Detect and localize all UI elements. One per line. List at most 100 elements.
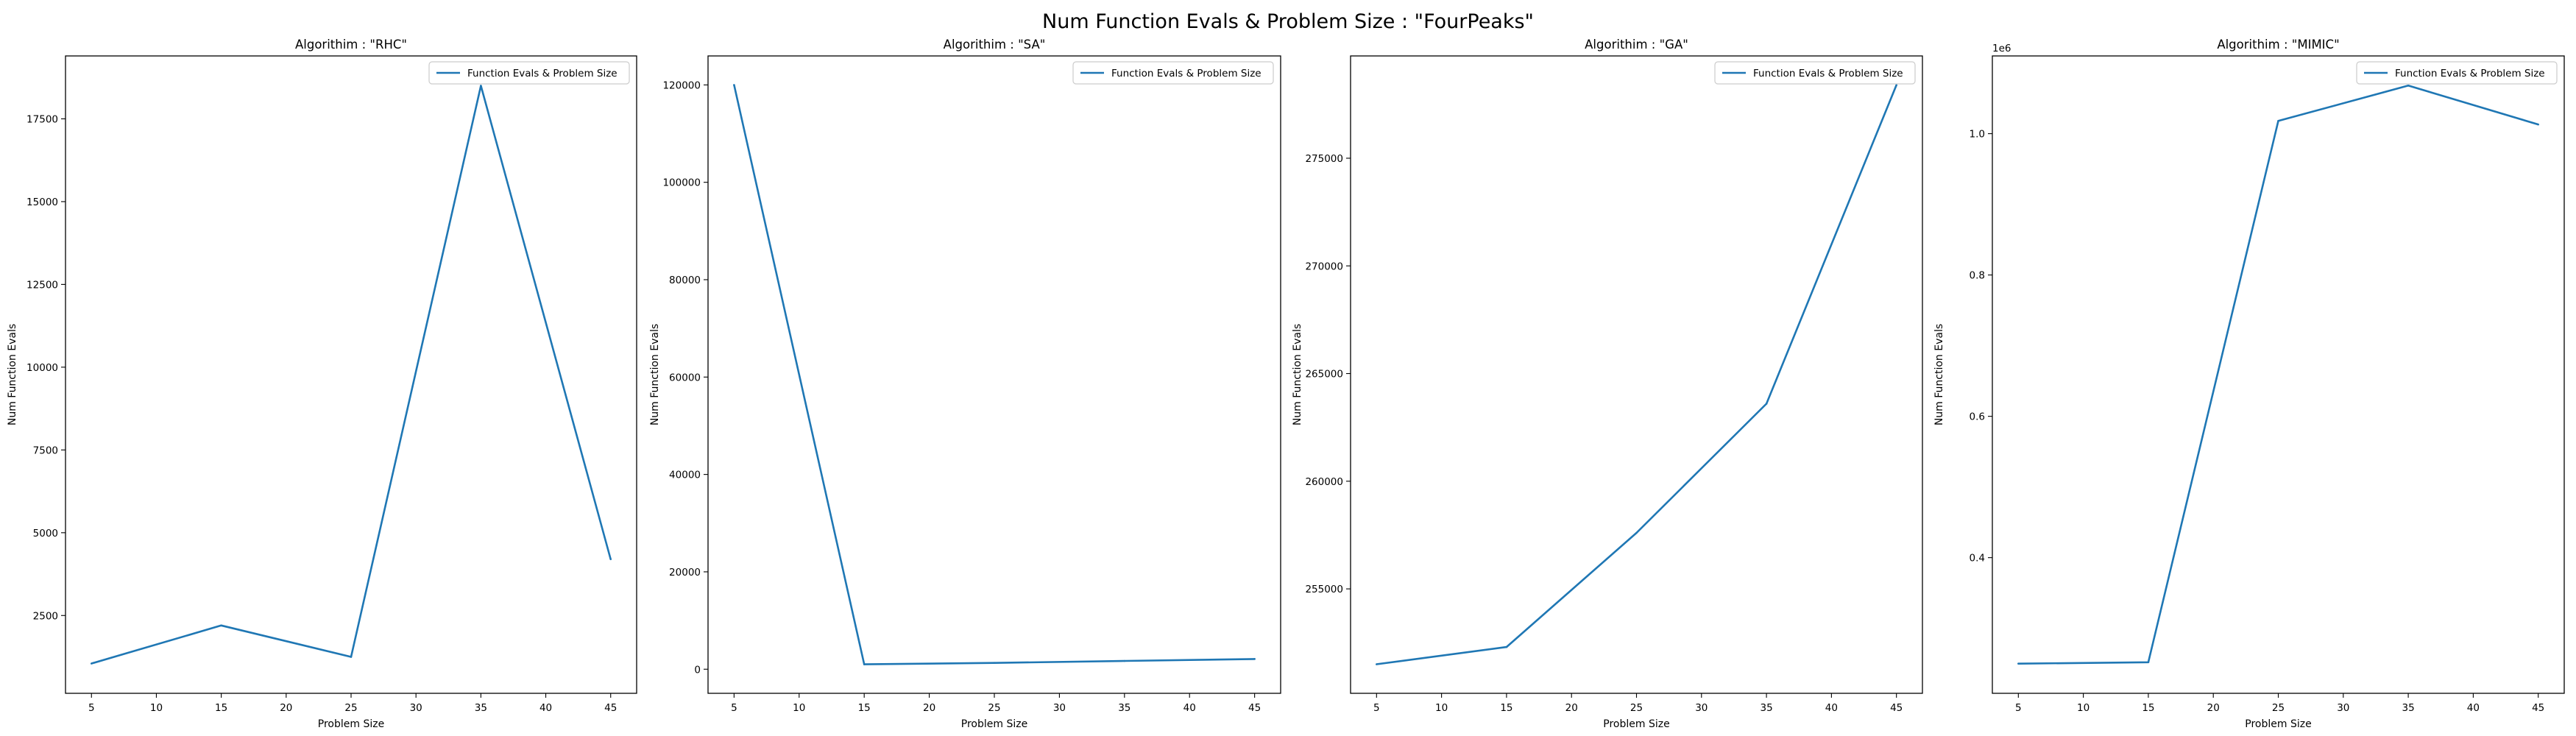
legend-label: Function Evals & Problem Size <box>467 68 618 79</box>
series-line <box>2018 85 2539 665</box>
axes-frame <box>65 55 637 694</box>
data-point <box>993 662 996 664</box>
x-tick-label: 10 <box>2077 702 2090 714</box>
y-tick-label: 260000 <box>1305 476 1343 488</box>
x-tick-label: 5 <box>88 702 95 714</box>
legend-label: Function Evals & Problem Size <box>1753 68 1903 79</box>
x-tick-label: 20 <box>2207 702 2220 714</box>
subplot-title: Algorithim : "GA" <box>1585 38 1688 52</box>
y-tick-label: 120000 <box>662 79 701 91</box>
y-tick-label: 1.0 <box>1970 129 1985 141</box>
x-tick-label: 30 <box>2337 702 2349 714</box>
subplot-1: Algorithim : "RHC" 5 10 15 20 25 30 35 40 45 2500 5… <box>7 38 637 730</box>
data-point <box>480 85 482 87</box>
legend-label: Function Evals & Problem Size <box>1111 68 1262 79</box>
data-point <box>90 662 93 665</box>
x-tick-label: 45 <box>1248 702 1261 714</box>
y-tick-label: 0.8 <box>1970 270 1985 282</box>
y-axis-label: Num Function Evals <box>1933 324 1945 425</box>
x-axis-label: Problem Size <box>961 718 1027 730</box>
x-tick-label: 40 <box>2467 702 2480 714</box>
y-tick-label: 5000 <box>33 528 58 539</box>
subplot-3: Algorithim : "GA" 5 10 15 20 25 30 35 40 45 255000… <box>1292 38 1923 730</box>
data-point <box>1895 84 1897 86</box>
y-tick-label: 60000 <box>669 372 701 383</box>
x-tick-label: 35 <box>1760 702 1772 714</box>
x-tick-label: 20 <box>923 702 935 714</box>
x-tick-label: 15 <box>1500 702 1512 714</box>
x-tick-label: 35 <box>2402 702 2414 714</box>
legend-label: Function Evals & Problem Size <box>2395 68 2545 79</box>
data-point <box>863 663 866 665</box>
y-tick-label: 17500 <box>26 113 58 125</box>
y-axis-label: Num Function Evals <box>1292 324 1303 425</box>
y-offset-label: 1e6 <box>1992 43 2011 54</box>
y-tick-label: 7500 <box>33 445 58 456</box>
x-tick-label: 35 <box>475 702 487 714</box>
x-tick-label: 15 <box>215 702 227 714</box>
y-tick-label: 0.6 <box>1970 411 1985 423</box>
data-point <box>1635 531 1638 534</box>
y-tick-label: 270000 <box>1305 261 1343 272</box>
y-axis-label: Num Function Evals <box>649 324 661 425</box>
x-axis-label: Problem Size <box>1603 718 1669 730</box>
data-point <box>220 624 222 627</box>
legend: Function Evals & Problem Size <box>1714 61 1916 85</box>
legend-box <box>2356 61 2558 85</box>
y-tick-label: 15000 <box>26 197 58 208</box>
axes-frame <box>1350 55 1923 694</box>
y-tick-label: 80000 <box>669 275 701 286</box>
y-tick-label: 40000 <box>669 470 701 481</box>
y-tick-label: 20000 <box>669 567 701 578</box>
x-tick-label: 5 <box>1373 702 1380 714</box>
x-tick-label: 30 <box>1053 702 1066 714</box>
y-tick-label: 0 <box>694 664 701 676</box>
x-tick-label: 25 <box>988 702 1000 714</box>
data-point <box>2407 85 2410 87</box>
data-point <box>1376 663 1378 665</box>
data-point <box>2537 123 2539 126</box>
x-axis-label: Problem Size <box>318 718 384 730</box>
x-tick-label: 5 <box>731 702 737 714</box>
subplot-4: Algorithim : "MIMIC" 5 10 15 20 25 30 35 40 45 0.4… <box>1933 38 2565 730</box>
y-tick-label: 10000 <box>26 362 58 374</box>
x-tick-label: 10 <box>793 702 805 714</box>
x-tick-label: 20 <box>280 702 292 714</box>
x-tick-label: 40 <box>1825 702 1838 714</box>
data-point <box>1253 658 1256 660</box>
x-tick-label: 15 <box>2142 702 2154 714</box>
x-tick-label: 25 <box>344 702 357 714</box>
y-axis-label: Num Function Evals <box>7 324 18 425</box>
x-tick-label: 10 <box>150 702 163 714</box>
x-tick-label: 45 <box>2532 702 2544 714</box>
legend: Function Evals & Problem Size <box>1072 61 1274 85</box>
x-tick-label: 45 <box>1890 702 1903 714</box>
data-point <box>350 656 353 658</box>
x-tick-label: 25 <box>1630 702 1643 714</box>
y-tick-label: 12500 <box>26 279 58 291</box>
legend-box <box>1714 61 1916 85</box>
x-axis-label: Problem Size <box>2245 718 2311 730</box>
x-tick-label: 25 <box>2272 702 2285 714</box>
series-line <box>1376 85 1897 665</box>
data-point <box>2147 661 2150 664</box>
y-tick-label: 255000 <box>1305 584 1343 595</box>
data-point <box>1505 645 1508 648</box>
data-point <box>2017 662 2020 665</box>
series-line <box>91 85 612 665</box>
subplot-2: Algorithim : "SA" 5 10 15 20 25 30 35 40 45 0 20000… <box>649 38 1281 730</box>
figure-title: Num Function Evals & Problem Size : "Fou… <box>1042 10 1534 33</box>
x-tick-label: 35 <box>1118 702 1130 714</box>
legend-box <box>1072 61 1274 85</box>
data-point <box>733 84 735 86</box>
y-tick-label: 275000 <box>1305 153 1343 165</box>
x-tick-label: 10 <box>1435 702 1448 714</box>
y-tick-label: 100000 <box>662 177 701 189</box>
x-tick-label: 45 <box>604 702 617 714</box>
series-line <box>733 85 1255 665</box>
data-point <box>609 558 612 561</box>
legend: Function Evals & Problem Size <box>428 61 630 85</box>
y-tick-label: 265000 <box>1305 369 1343 381</box>
legend-box <box>428 61 630 85</box>
